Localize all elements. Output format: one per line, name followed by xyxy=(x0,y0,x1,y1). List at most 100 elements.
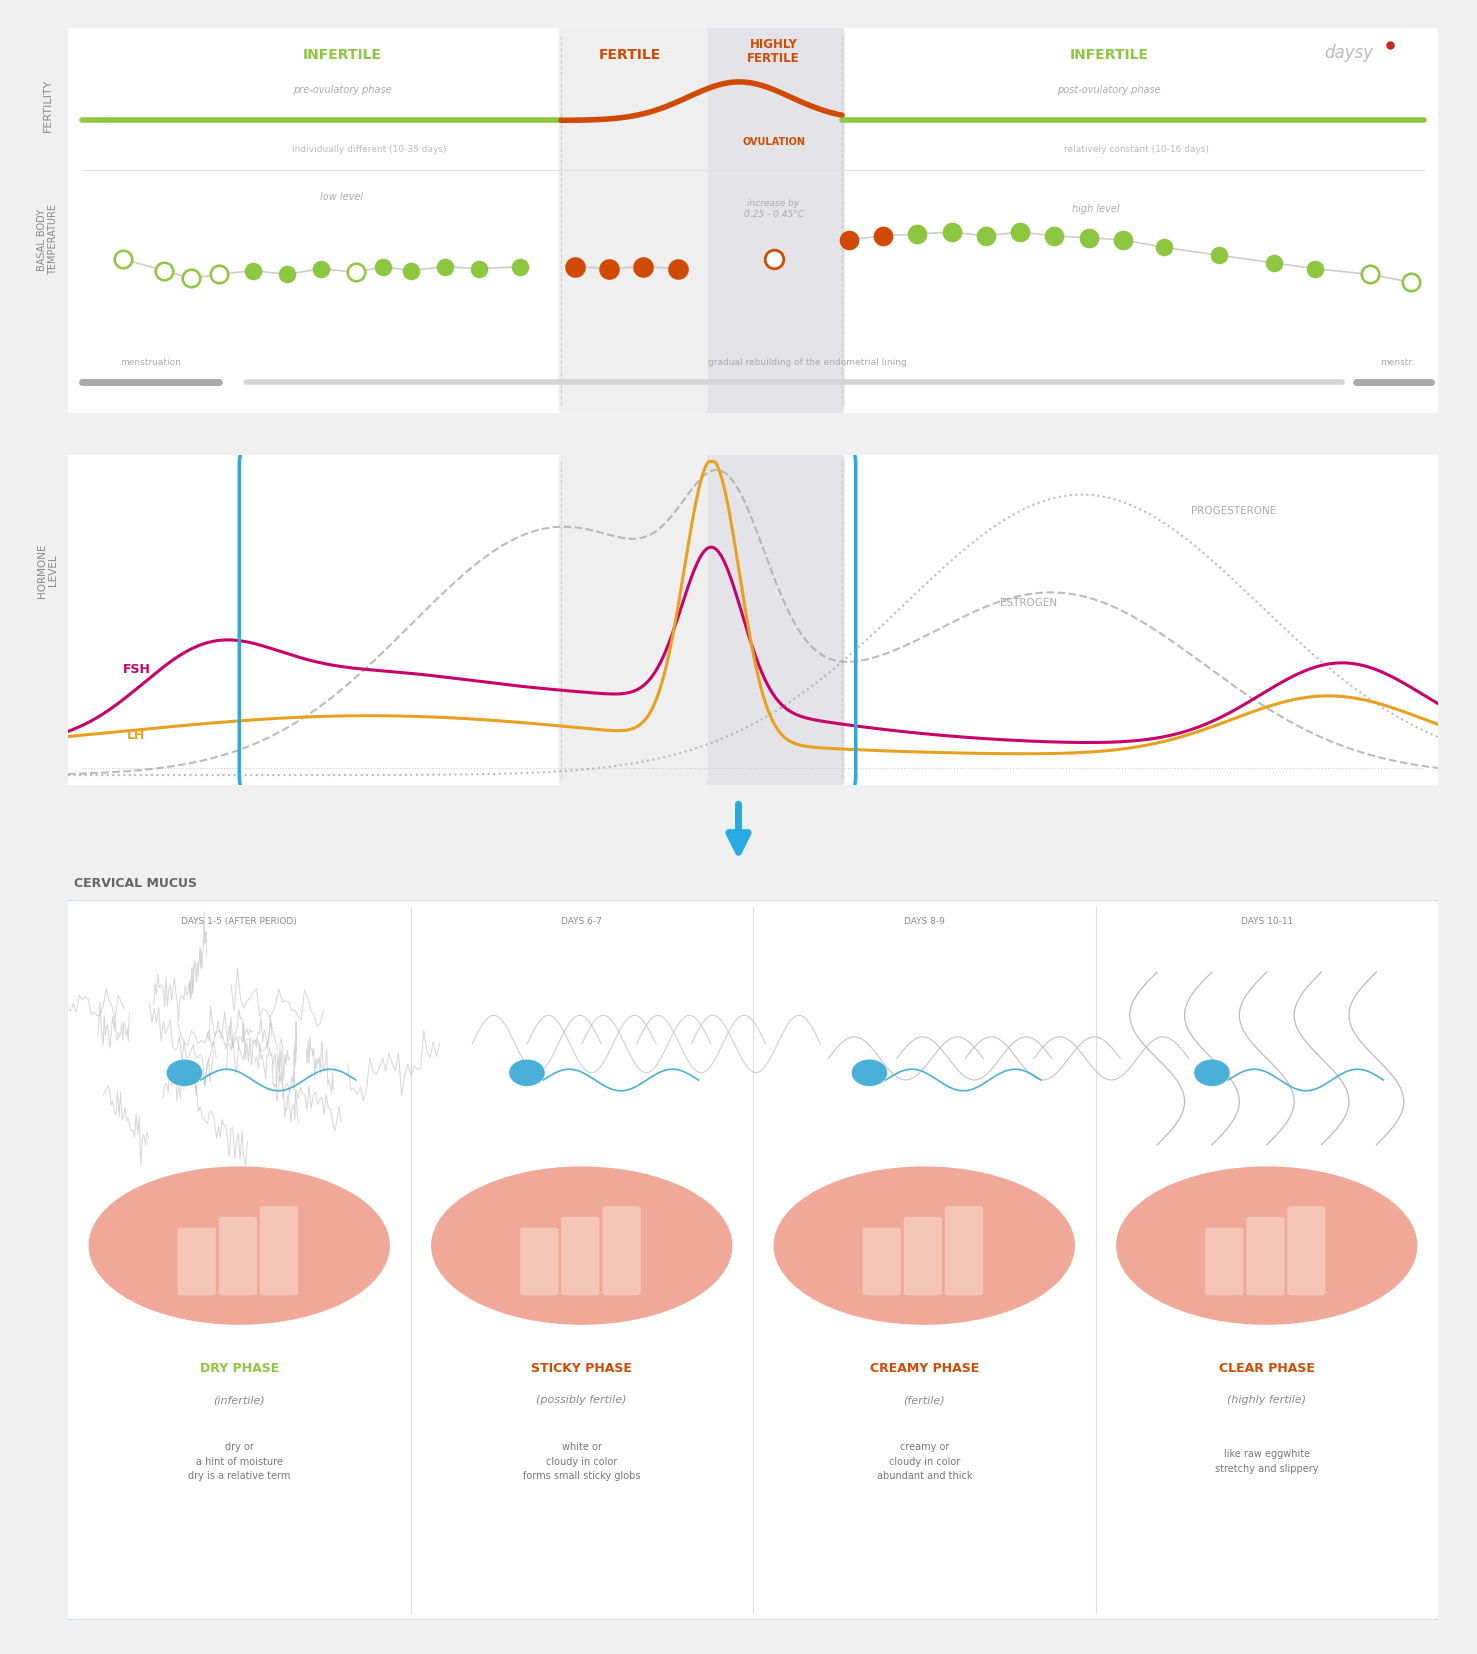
Point xyxy=(310,255,334,281)
Point xyxy=(508,253,532,280)
Point xyxy=(1303,255,1326,281)
Text: (infertile): (infertile) xyxy=(213,1396,266,1406)
Ellipse shape xyxy=(1195,1060,1229,1085)
Point xyxy=(1111,227,1134,253)
Text: DRY PHASE: DRY PHASE xyxy=(199,1361,279,1374)
Point xyxy=(241,258,264,284)
Text: DAYS 6-7: DAYS 6-7 xyxy=(561,916,603,926)
FancyBboxPatch shape xyxy=(65,898,1440,1621)
Point xyxy=(563,253,586,280)
Text: individually different (10-35 days): individually different (10-35 days) xyxy=(292,146,446,154)
Text: INFERTILE: INFERTILE xyxy=(303,48,381,61)
Point xyxy=(1261,250,1285,276)
Text: daysy: daysy xyxy=(1325,45,1374,63)
Point xyxy=(275,261,298,288)
Point xyxy=(433,253,456,280)
Text: DAYS 8-9: DAYS 8-9 xyxy=(904,916,945,926)
Text: INFERTILE: INFERTILE xyxy=(1069,48,1149,61)
Point xyxy=(180,265,204,291)
Text: FERTILITY: FERTILITY xyxy=(43,78,53,132)
Point xyxy=(1152,235,1176,261)
FancyBboxPatch shape xyxy=(945,1206,984,1295)
Point xyxy=(371,253,394,280)
Ellipse shape xyxy=(167,1060,201,1085)
FancyBboxPatch shape xyxy=(1205,1227,1244,1295)
Text: HORMONE
LEVEL: HORMONE LEVEL xyxy=(37,543,58,597)
Point xyxy=(632,253,656,280)
FancyBboxPatch shape xyxy=(65,20,1440,420)
FancyBboxPatch shape xyxy=(219,1217,257,1295)
Text: post-ovulatory phase: post-ovulatory phase xyxy=(1058,84,1161,94)
Text: DAYS 10-11: DAYS 10-11 xyxy=(1241,916,1292,926)
Point xyxy=(399,258,422,284)
Text: (fertile): (fertile) xyxy=(904,1396,945,1406)
Text: relatively constant (10-16 days): relatively constant (10-16 days) xyxy=(1063,146,1210,154)
Circle shape xyxy=(89,1166,390,1325)
FancyBboxPatch shape xyxy=(863,1227,901,1295)
Text: white or
cloudy in color
forms small sticky globs: white or cloudy in color forms small sti… xyxy=(523,1442,641,1482)
Point xyxy=(871,223,895,250)
Ellipse shape xyxy=(852,1060,886,1085)
Point xyxy=(975,223,998,250)
Text: ESTROGEN: ESTROGEN xyxy=(1000,599,1056,609)
FancyBboxPatch shape xyxy=(603,1206,641,1295)
Circle shape xyxy=(431,1166,733,1325)
FancyBboxPatch shape xyxy=(702,455,845,786)
FancyBboxPatch shape xyxy=(904,1217,942,1295)
FancyBboxPatch shape xyxy=(1247,1217,1285,1295)
Text: dry or
a hint of moisture
dry is a relative term: dry or a hint of moisture dry is a relat… xyxy=(188,1442,291,1482)
Text: DAYS 1-5 (AFTER PERIOD): DAYS 1-5 (AFTER PERIOD) xyxy=(182,916,297,926)
Text: increase by
0.25 - 0.45°C: increase by 0.25 - 0.45°C xyxy=(743,198,803,218)
Text: CERVICAL MUCUS: CERVICAL MUCUS xyxy=(74,878,196,890)
Point xyxy=(1207,241,1230,268)
Text: FERTILE: FERTILE xyxy=(598,48,660,61)
FancyBboxPatch shape xyxy=(65,448,1440,792)
Point xyxy=(762,246,786,273)
Text: CREAMY PHASE: CREAMY PHASE xyxy=(870,1361,979,1374)
FancyBboxPatch shape xyxy=(561,1217,600,1295)
Text: menstr.: menstr. xyxy=(1380,359,1413,367)
Point xyxy=(837,227,861,253)
Point xyxy=(1357,261,1381,288)
Point xyxy=(1009,218,1032,245)
Text: (possibly fertile): (possibly fertile) xyxy=(536,1396,628,1406)
Text: gradual rebuilding of the endometrial lining: gradual rebuilding of the endometrial li… xyxy=(709,359,907,367)
Text: OVULATION: OVULATION xyxy=(741,137,805,147)
Point xyxy=(344,260,368,286)
FancyBboxPatch shape xyxy=(702,28,845,413)
Text: pre-ovulatory phase: pre-ovulatory phase xyxy=(292,84,391,94)
Text: BASAL BODY
TEMPERATURE: BASAL BODY TEMPERATURE xyxy=(37,203,58,275)
Point xyxy=(1043,223,1066,250)
Point xyxy=(1399,270,1422,296)
Text: like raw eggwhite
stretchy and slippery: like raw eggwhite stretchy and slippery xyxy=(1216,1449,1319,1474)
Circle shape xyxy=(1117,1166,1418,1325)
FancyBboxPatch shape xyxy=(558,455,707,786)
FancyBboxPatch shape xyxy=(520,1227,558,1295)
Text: CLEAR PHASE: CLEAR PHASE xyxy=(1219,1361,1315,1374)
Point xyxy=(152,258,176,284)
Text: HIGHLY
FERTILE: HIGHLY FERTILE xyxy=(747,38,801,65)
Point xyxy=(111,246,134,273)
Point xyxy=(597,255,620,281)
Text: low level: low level xyxy=(321,192,363,202)
Text: PROGESTERONE: PROGESTERONE xyxy=(1192,506,1276,516)
Text: creamy or
cloudy in color
abundant and thick: creamy or cloudy in color abundant and t… xyxy=(876,1442,972,1482)
Text: LH: LH xyxy=(127,729,146,743)
FancyBboxPatch shape xyxy=(1288,1206,1326,1295)
Point xyxy=(207,261,230,288)
Circle shape xyxy=(774,1166,1075,1325)
Point xyxy=(467,255,490,281)
Text: STICKY PHASE: STICKY PHASE xyxy=(532,1361,632,1374)
Point xyxy=(939,218,963,245)
FancyBboxPatch shape xyxy=(177,1227,216,1295)
Point xyxy=(905,220,929,246)
Text: high level: high level xyxy=(1072,203,1120,213)
FancyBboxPatch shape xyxy=(558,28,707,413)
Text: (highly fertile): (highly fertile) xyxy=(1227,1396,1306,1406)
Text: FSH: FSH xyxy=(123,663,151,676)
Text: menstruation: menstruation xyxy=(120,359,180,367)
Point xyxy=(666,255,690,281)
Point xyxy=(1077,225,1100,251)
Ellipse shape xyxy=(510,1060,544,1085)
FancyBboxPatch shape xyxy=(260,1206,298,1295)
